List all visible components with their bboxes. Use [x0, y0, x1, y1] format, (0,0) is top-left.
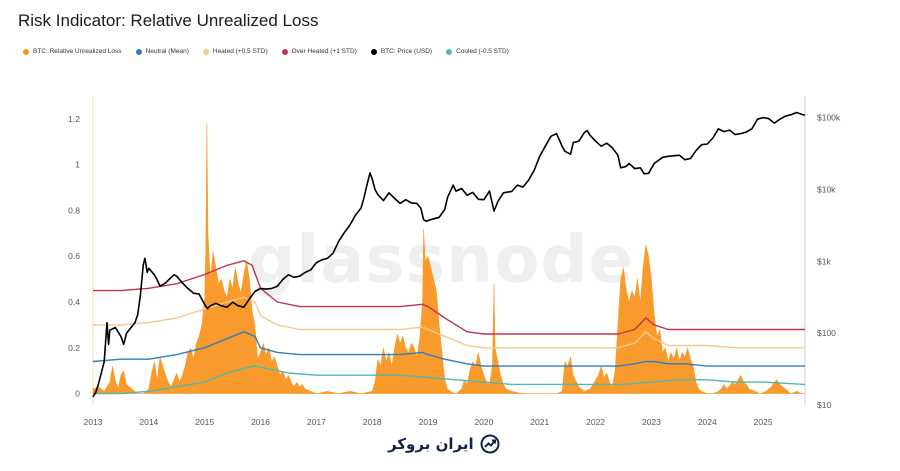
brand-name: ایران بروکر [388, 435, 474, 453]
chart-legend: BTC: Relative Unrealized Loss Neutral (M… [23, 48, 509, 55]
legend-swatch [202, 48, 209, 55]
watermark: glassnode [248, 221, 634, 298]
y-left-tick-label: 1.2 [68, 114, 80, 124]
x-tick-label: 2013 [84, 417, 103, 427]
series-line-cooled-0-5-std [93, 365, 806, 395]
x-tick-label: 2015 [195, 417, 214, 427]
y-left-tick-label: 1 [75, 160, 80, 170]
chart-arrow-logo-icon [480, 434, 500, 454]
y-right-tick-label: $10 [817, 400, 831, 410]
legend-swatch [370, 48, 377, 55]
y-right-tick-label: $100k [817, 113, 841, 123]
legend-swatch [135, 48, 142, 55]
y-left-tick-label: 0.6 [68, 251, 80, 261]
x-tick-label: 2020 [474, 417, 493, 427]
legend-item-heated[interactable]: Heated (+0.5 STD) [202, 48, 268, 55]
series-line-btc-price-usd [92, 111, 806, 398]
x-tick-label: 2016 [251, 417, 270, 427]
legend-item-over-heated[interactable]: Over Heated (+1 STD) [281, 48, 357, 55]
y-right-tick-label: $100 [817, 328, 836, 338]
legend-item-btc-price[interactable]: BTC: Price (USD) [370, 48, 433, 55]
legend-label: BTC: Relative Unrealized Loss [33, 48, 122, 55]
x-tick-label: 2017 [307, 417, 326, 427]
series-line-over-heated-1-std [93, 260, 805, 335]
y-left-tick-label: 0.2 [68, 343, 80, 353]
x-tick-label: 2019 [419, 417, 438, 427]
x-tick-label: 2018 [363, 417, 382, 427]
chart-title: Risk Indicator: Relative Unrealized Loss [18, 11, 319, 30]
y-right-tick-label: $1k [817, 256, 831, 266]
legend-label: Over Heated (+1 STD) [291, 48, 357, 55]
x-tick-label: 2022 [586, 417, 605, 427]
legend-item-neutral-mean[interactable]: Neutral (Mean) [135, 48, 189, 55]
x-tick-label: 2023 [642, 417, 661, 427]
legend-item-cooled[interactable]: Cooled (-0.5 STD) [446, 48, 509, 55]
y-left-tick-label: 0 [75, 389, 80, 399]
series-area-btc-relative-unrealized-loss [92, 123, 805, 394]
series-line-heated-0-5-std [93, 296, 805, 349]
x-tick-label: 2021 [530, 417, 549, 427]
y-left-tick-label: 0.4 [68, 297, 80, 307]
y-right-tick-label: $10k [817, 184, 836, 194]
legend-swatch [23, 48, 29, 55]
legend-label: Cooled (-0.5 STD) [456, 48, 509, 55]
legend-item-relative-unrealized-loss[interactable]: BTC: Relative Unrealized Loss [23, 48, 122, 55]
y-left-tick-label: 0.8 [68, 205, 80, 215]
x-tick-label: 2014 [139, 417, 158, 427]
x-tick-label: 2025 [754, 417, 773, 427]
legend-label: Heated (+0.5 STD) [212, 48, 268, 55]
legend-swatch [446, 48, 453, 55]
legend-swatch [281, 48, 288, 55]
x-tick-label: 2024 [698, 417, 717, 427]
legend-label: BTC: Price (USD) [380, 48, 433, 55]
brand-logo: ایران بروکر [388, 434, 500, 454]
series-line-neutral-mean [92, 331, 805, 367]
legend-label: Neutral (Mean) [145, 48, 189, 55]
